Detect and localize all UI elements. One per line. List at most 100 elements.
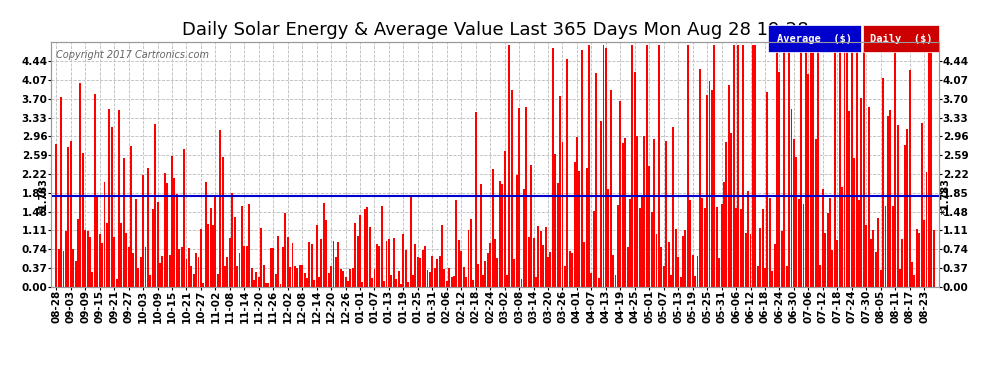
Bar <box>535 277 537 287</box>
Bar <box>338 242 340 287</box>
Bar <box>798 199 800 287</box>
Bar <box>356 236 358 287</box>
Bar <box>709 81 711 287</box>
Bar <box>166 183 168 287</box>
Bar <box>805 45 807 287</box>
Bar <box>754 45 756 287</box>
Bar <box>465 277 467 287</box>
Bar <box>538 226 540 287</box>
Bar <box>914 276 916 287</box>
Bar <box>634 72 636 287</box>
Bar <box>371 278 373 287</box>
Bar <box>773 244 775 287</box>
Bar <box>151 209 153 287</box>
Bar <box>600 121 602 287</box>
Bar <box>190 266 192 287</box>
Bar <box>884 207 886 287</box>
Bar <box>667 242 669 287</box>
Bar <box>343 272 345 287</box>
Bar <box>299 265 301 287</box>
Bar <box>855 45 857 287</box>
Text: Daily  ($): Daily ($) <box>869 34 932 44</box>
Bar <box>645 45 647 287</box>
Bar <box>808 74 809 287</box>
Bar <box>292 243 293 287</box>
Bar <box>655 234 657 287</box>
Bar <box>143 175 144 287</box>
Bar <box>543 244 545 287</box>
Bar <box>472 280 474 287</box>
Bar <box>173 178 175 287</box>
Bar <box>82 153 84 287</box>
Bar <box>422 250 424 287</box>
Bar <box>383 281 385 287</box>
Bar <box>470 219 472 287</box>
Bar <box>390 274 392 287</box>
Bar <box>96 198 98 287</box>
Bar <box>183 150 185 287</box>
Bar <box>867 107 869 287</box>
Bar <box>509 45 511 287</box>
Bar <box>689 200 691 287</box>
Bar <box>161 256 163 287</box>
Bar <box>239 253 241 287</box>
Bar <box>704 208 706 287</box>
Bar <box>573 162 575 287</box>
Text: *1.783: *1.783 <box>940 178 951 214</box>
Bar <box>549 252 551 287</box>
Bar <box>677 257 679 287</box>
Bar <box>566 60 568 287</box>
Bar <box>526 107 528 287</box>
Bar <box>629 199 631 287</box>
Bar <box>330 266 332 287</box>
Bar <box>351 268 353 287</box>
Bar <box>335 258 337 287</box>
Bar <box>551 48 553 287</box>
Bar <box>843 49 845 287</box>
Bar <box>827 213 829 287</box>
Bar <box>84 230 86 287</box>
FancyBboxPatch shape <box>768 25 861 52</box>
Bar <box>168 255 170 287</box>
Bar <box>889 110 891 287</box>
Bar <box>328 273 330 287</box>
Bar <box>130 146 132 287</box>
Bar <box>267 283 269 287</box>
Bar <box>637 136 639 287</box>
Bar <box>306 279 308 287</box>
Bar <box>665 141 667 287</box>
Bar <box>121 223 123 287</box>
Bar <box>138 268 140 287</box>
Bar <box>345 277 346 287</box>
Bar <box>786 266 788 287</box>
Bar <box>887 116 889 287</box>
Bar <box>395 279 397 287</box>
Bar <box>684 230 686 287</box>
Bar <box>154 124 156 287</box>
Bar <box>434 268 436 287</box>
Bar <box>650 212 652 287</box>
Bar <box>764 267 766 287</box>
Bar <box>544 226 546 287</box>
Bar <box>892 206 894 287</box>
Bar <box>326 220 328 287</box>
Bar <box>740 210 742 287</box>
Bar <box>87 231 88 287</box>
Bar <box>311 244 313 287</box>
Bar <box>564 266 566 287</box>
Bar <box>858 200 860 287</box>
Bar <box>501 184 503 287</box>
Bar <box>359 215 361 287</box>
Bar <box>916 229 918 287</box>
Bar <box>531 165 532 287</box>
Bar <box>123 158 125 287</box>
Bar <box>257 277 259 287</box>
Bar <box>265 283 267 287</box>
Bar <box>323 203 325 287</box>
Bar <box>504 152 506 287</box>
Bar <box>126 233 127 287</box>
Bar <box>578 171 580 287</box>
Bar <box>569 251 570 287</box>
Bar <box>832 249 834 287</box>
Bar <box>195 252 197 287</box>
